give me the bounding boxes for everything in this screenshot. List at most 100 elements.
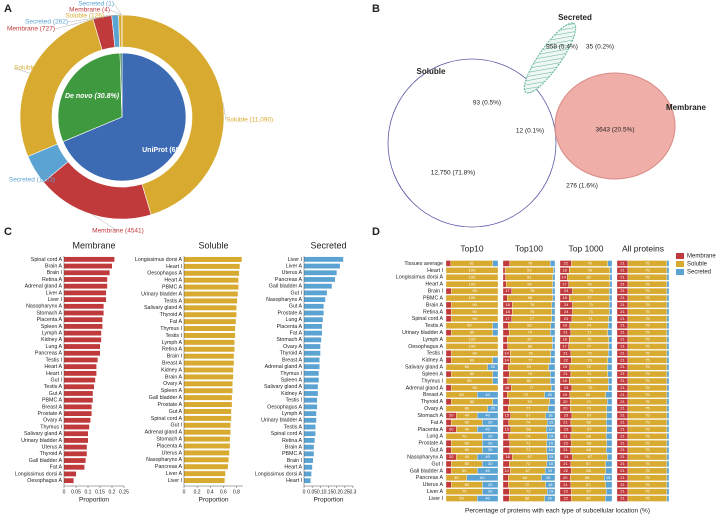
bar (304, 283, 332, 289)
bar-segment (666, 357, 670, 364)
bar-segment (502, 377, 508, 385)
segment-label: 23 (564, 413, 569, 418)
bar-segment (445, 350, 452, 357)
segment-label: 21 (563, 461, 568, 466)
category-label: Salivary gland A (264, 384, 302, 390)
bar (64, 370, 97, 376)
segment-label: 75 (645, 302, 650, 307)
segment-label: 75 (645, 261, 650, 266)
category-label: Brain I (47, 270, 62, 276)
segment-label: 64 (523, 475, 528, 480)
outer-label: Membrane (727) (7, 26, 55, 33)
bar (64, 330, 102, 336)
bar (304, 357, 320, 363)
x-tick-label: 0.6 (220, 489, 227, 495)
segment-label: 75 (645, 267, 650, 272)
bar-segment (666, 419, 670, 426)
segment-label: 77 (528, 357, 533, 362)
legend-swatch (676, 269, 684, 275)
bar-segment (666, 288, 670, 295)
legend-swatch (676, 261, 684, 267)
segment-label: 75 (645, 274, 650, 279)
bar-segment (451, 350, 499, 357)
bar-segment (502, 447, 510, 454)
bar-segment (545, 481, 556, 488)
bar-segment (550, 260, 556, 267)
category-label: Uterus A (162, 450, 183, 456)
segment-label: 67 (528, 454, 533, 459)
category-label: Gall bladder A (269, 284, 303, 290)
outer-label: Soluble (126) (65, 13, 104, 20)
category-label: Brain I (287, 458, 302, 464)
bar (304, 397, 318, 403)
category-label: Brain A (45, 263, 63, 269)
bar-segment (608, 377, 613, 385)
category-label: Thymus I (40, 424, 62, 430)
category-label: Brain I (167, 354, 182, 360)
segment-label: 67 (586, 461, 591, 466)
category-label: Urinary bladder A (21, 438, 62, 444)
category-label: Liver I (168, 478, 182, 484)
outer-label: Soluble (6527) (14, 65, 56, 72)
segment-label: 21 (563, 330, 568, 335)
segment-label: 78 (526, 364, 531, 369)
segment-label: 17 (505, 288, 510, 293)
bar (64, 431, 88, 437)
bar-segment (666, 322, 670, 329)
category-label: Testis A (284, 424, 303, 430)
bar (64, 323, 103, 329)
segment-label: 24 (564, 288, 569, 293)
category-label: Gall bladder A (410, 468, 444, 474)
bar-segment (477, 412, 499, 419)
category-label: Fat A (170, 319, 183, 325)
bar-segment (606, 412, 613, 419)
bar-segment (607, 370, 613, 378)
segment-label: 75 (645, 385, 650, 390)
bar-segment (551, 384, 556, 392)
segment-label: 75 (645, 323, 650, 328)
bar-segment (477, 426, 499, 433)
bar (184, 284, 239, 290)
segment-label: 82 (527, 378, 532, 383)
bar-segment (607, 260, 613, 267)
category-label: Lung A (46, 344, 63, 350)
segment-label: 66 (586, 468, 591, 473)
category-label: Gall bladder A (149, 395, 183, 401)
bar (304, 290, 327, 296)
bar-segment (609, 294, 613, 302)
bar-segment (502, 405, 509, 412)
bar-segment (482, 460, 499, 468)
segment-label: 91 (527, 274, 532, 279)
category-label: Fat A (50, 465, 63, 471)
bar-segment (608, 343, 613, 350)
x-tick-label: 0.05 (71, 489, 81, 495)
bar-segment (550, 329, 556, 336)
bar-segment (492, 260, 499, 267)
segment-label: 68 (526, 426, 531, 431)
segment-label: 21 (620, 378, 625, 383)
x-tick-label: 0.25 (119, 489, 129, 495)
category-label: Placenta A (157, 443, 183, 449)
category-label: Tissues average (404, 261, 443, 267)
bar-segment (552, 281, 556, 288)
category-label: Testis A (44, 384, 63, 390)
segment-label: 75 (645, 392, 650, 397)
bar-segment (549, 398, 556, 405)
bar-segment (666, 460, 670, 468)
segment-label: 75 (645, 454, 650, 459)
bar (64, 256, 115, 262)
bar-segment (502, 281, 507, 288)
bar-segment (666, 405, 670, 412)
segment-label: 80 (470, 357, 475, 362)
bar-segment (502, 474, 509, 481)
segment-label: 75 (645, 281, 650, 286)
bar-segment (445, 260, 451, 267)
segment-label: 75 (645, 343, 650, 348)
bar-segment (445, 370, 452, 378)
bar-segment (451, 301, 499, 309)
segment-label: 21 (620, 337, 625, 342)
category-label: Nasopharynx A (407, 454, 443, 460)
bar-segment (445, 447, 452, 454)
category-label: Retina A (162, 347, 182, 353)
bar-segment (666, 391, 670, 398)
